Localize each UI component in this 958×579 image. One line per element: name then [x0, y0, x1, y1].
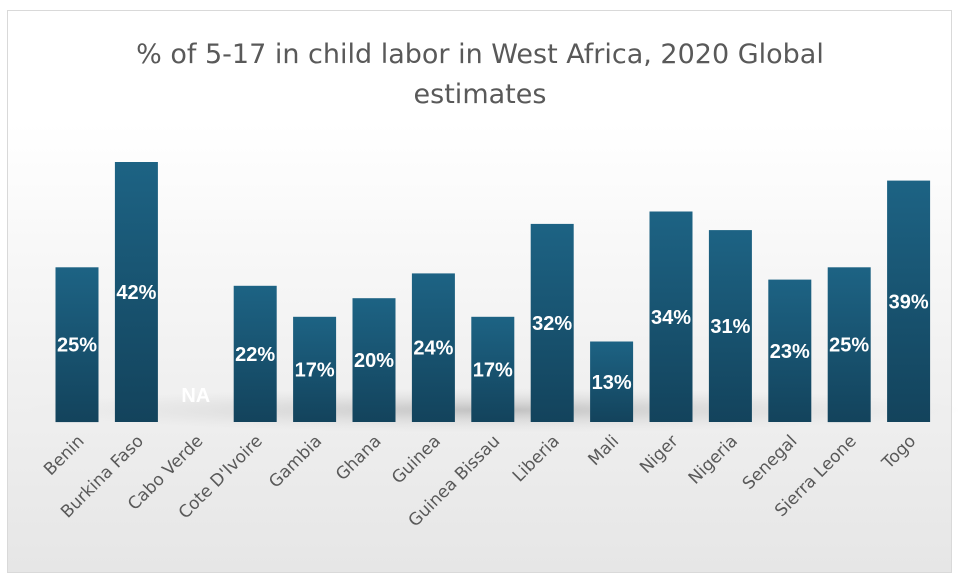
bar-guinea-bissau	[471, 316, 515, 422]
data-labels-group: 25% 42% NA 22% 17% 20% 24% 17% 32% 13% 34% 31% 23% 25…	[57, 282, 929, 407]
chart-title-line-1: % of 5-17 in child labor in West Africa,…	[136, 39, 824, 70]
data-label-guinea: 24%	[413, 338, 453, 360]
data-label-togo: 39%	[889, 291, 929, 313]
x-tick-label-benin: Benin	[40, 431, 88, 479]
x-tick-label-nigeria: Nigeria	[685, 431, 742, 488]
data-label-senegal: 23%	[770, 341, 810, 363]
bar-cote-d-ivoire	[233, 285, 277, 422]
data-label-ghana: 20%	[354, 350, 394, 372]
data-label-gambia: 17%	[295, 359, 335, 381]
data-label-nigeria: 31%	[710, 316, 750, 338]
bar-sierra-leone	[827, 267, 871, 423]
bars-group	[55, 162, 931, 423]
x-tick-label-ghana: Ghana	[332, 431, 385, 484]
x-tick-label-mali: Mali	[585, 431, 624, 470]
data-label-sierra-leone: 25%	[829, 335, 869, 357]
bar-mali	[590, 341, 634, 422]
data-label-cote-d-ivoire: 22%	[235, 344, 275, 366]
x-tick-label-togo: Togo	[878, 431, 920, 473]
data-label-cabo-verde: NA	[181, 385, 210, 407]
data-label-guinea-bissau: 17%	[473, 359, 513, 381]
bar-senegal	[768, 279, 812, 422]
bar-nigeria	[708, 230, 752, 422]
x-tick-label-niger: Niger	[636, 431, 682, 477]
bar-ghana	[352, 298, 396, 422]
data-label-liberia: 32%	[532, 313, 572, 335]
x-tick-label-guinea: Guinea	[388, 431, 445, 488]
x-tick-label-liberia: Liberia	[509, 431, 564, 486]
bar-niger	[649, 211, 693, 422]
data-label-mali: 13%	[592, 372, 632, 394]
bar-liberia	[530, 223, 574, 422]
x-tick-label-senegal: Senegal	[739, 431, 802, 494]
bar-togo	[887, 180, 931, 422]
data-label-benin: 25%	[57, 335, 97, 357]
chart-title-line-2: estimates	[414, 79, 547, 110]
bar-guinea	[411, 273, 455, 422]
bar-burkina-faso	[114, 162, 158, 422]
x-tick-label-gambia: Gambia	[265, 431, 326, 492]
bar-benin	[55, 267, 99, 423]
bar-gambia	[293, 316, 337, 422]
data-label-burkina-faso: 42%	[116, 282, 156, 304]
data-label-niger: 34%	[651, 307, 691, 329]
